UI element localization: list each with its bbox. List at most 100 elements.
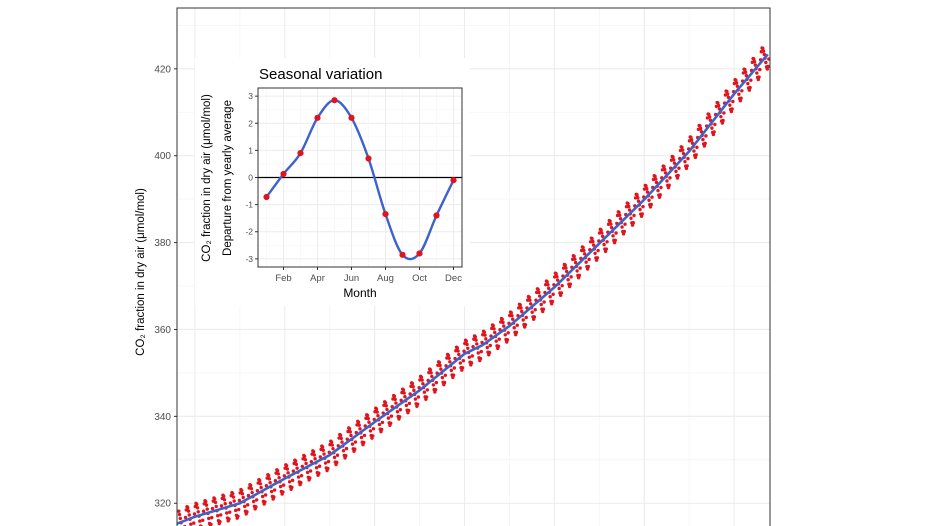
main-data-point	[251, 499, 256, 504]
main-data-point	[681, 148, 685, 152]
main-data-point	[250, 490, 254, 495]
main-data-point	[326, 459, 331, 464]
main-data-point	[353, 440, 358, 444]
main-data-point	[231, 491, 235, 496]
main-data-point	[762, 52, 767, 57]
main-data-point	[663, 171, 668, 175]
main-data-point	[383, 400, 388, 405]
main-data-point	[566, 278, 570, 282]
main-data-point	[177, 512, 182, 517]
main-data-point	[266, 473, 271, 478]
main-data-point	[227, 517, 231, 521]
main-data-point	[674, 169, 678, 174]
main-data-point	[539, 302, 543, 307]
main-data-point	[693, 155, 698, 160]
main-data-point	[429, 371, 433, 375]
main-data-point	[613, 238, 618, 242]
inset-y-tick-label: -1	[245, 200, 253, 210]
inset-data-point	[382, 211, 389, 218]
main-y-tick-label: 360	[154, 325, 171, 336]
main-data-point	[415, 402, 420, 406]
main-data-point	[245, 503, 250, 507]
main-data-point	[689, 135, 693, 140]
main-data-point	[236, 514, 240, 518]
main-data-point	[662, 164, 666, 169]
main-data-point	[386, 416, 391, 420]
main-data-point	[746, 81, 750, 86]
inset-data-point	[297, 149, 304, 157]
main-data-point	[563, 263, 567, 267]
main-data-point	[269, 489, 274, 494]
main-data-point	[205, 507, 209, 511]
main-data-point	[440, 375, 445, 380]
main-data-point	[653, 174, 657, 178]
main-data-point	[430, 374, 434, 379]
main-data-point	[371, 427, 376, 431]
main-y-tick-label: 400	[154, 151, 171, 162]
main-data-point	[761, 46, 765, 51]
main-data-point	[421, 381, 425, 386]
main-data-point	[467, 355, 472, 359]
main-data-point	[380, 420, 385, 425]
main-data-point	[541, 307, 546, 311]
main-data-point	[557, 286, 561, 291]
main-data-point	[455, 346, 460, 350]
main-data-point	[293, 459, 298, 463]
main-data-point	[584, 260, 588, 264]
main-data-point	[761, 49, 766, 53]
inset-x-tick-label: Oct	[412, 273, 427, 284]
main-data-point	[764, 60, 768, 65]
main-data-point	[533, 308, 537, 312]
main-data-point	[187, 513, 191, 517]
main-data-point	[692, 149, 696, 153]
main-y-axis-ticks: 320 340 360 380 400 420	[154, 64, 177, 510]
main-data-point	[308, 476, 312, 480]
main-data-point	[419, 375, 424, 379]
main-data-point	[491, 324, 495, 328]
main-data-point	[608, 219, 612, 223]
main-data-point	[201, 518, 205, 522]
main-data-point	[213, 497, 217, 501]
main-data-point	[748, 85, 752, 90]
main-data-point	[219, 504, 224, 508]
main-data-point	[604, 247, 609, 251]
main-data-point	[744, 73, 749, 78]
main-data-point	[494, 339, 498, 343]
main-data-point	[475, 342, 479, 346]
main-data-point	[281, 483, 286, 487]
inset-data-point	[314, 114, 321, 121]
main-data-point	[214, 504, 218, 509]
main-data-point	[582, 252, 587, 256]
main-data-point	[590, 237, 594, 241]
main-data-point	[268, 480, 272, 485]
main-data-point	[473, 335, 477, 339]
main-data-point	[656, 188, 660, 193]
main-data-point	[245, 510, 249, 514]
main-data-point	[304, 461, 308, 466]
main-data-point	[219, 513, 223, 517]
main-data-point	[350, 442, 355, 446]
inset-y-tick-label: 3	[248, 91, 253, 101]
main-data-point	[578, 266, 582, 270]
main-data-point	[735, 84, 740, 88]
main-data-point	[672, 158, 676, 162]
main-data-point	[663, 167, 667, 172]
main-data-point	[388, 421, 393, 425]
main-data-point	[278, 484, 283, 489]
main-data-point	[384, 404, 388, 408]
main-data-point	[186, 509, 191, 513]
inset-data-point	[399, 251, 406, 258]
main-data-point	[240, 492, 245, 496]
inset-monthly-points	[263, 97, 457, 258]
main-data-point	[277, 475, 281, 480]
main-data-point	[329, 440, 334, 444]
main-data-point	[237, 507, 241, 512]
main-data-point	[758, 67, 762, 72]
main-data-point	[559, 291, 564, 295]
main-data-point	[595, 256, 600, 260]
main-data-point	[195, 502, 199, 507]
main-data-point	[483, 333, 487, 337]
main-data-point	[228, 501, 233, 505]
inset-x-tick-label: Dec	[445, 273, 462, 284]
main-data-point	[397, 415, 402, 419]
